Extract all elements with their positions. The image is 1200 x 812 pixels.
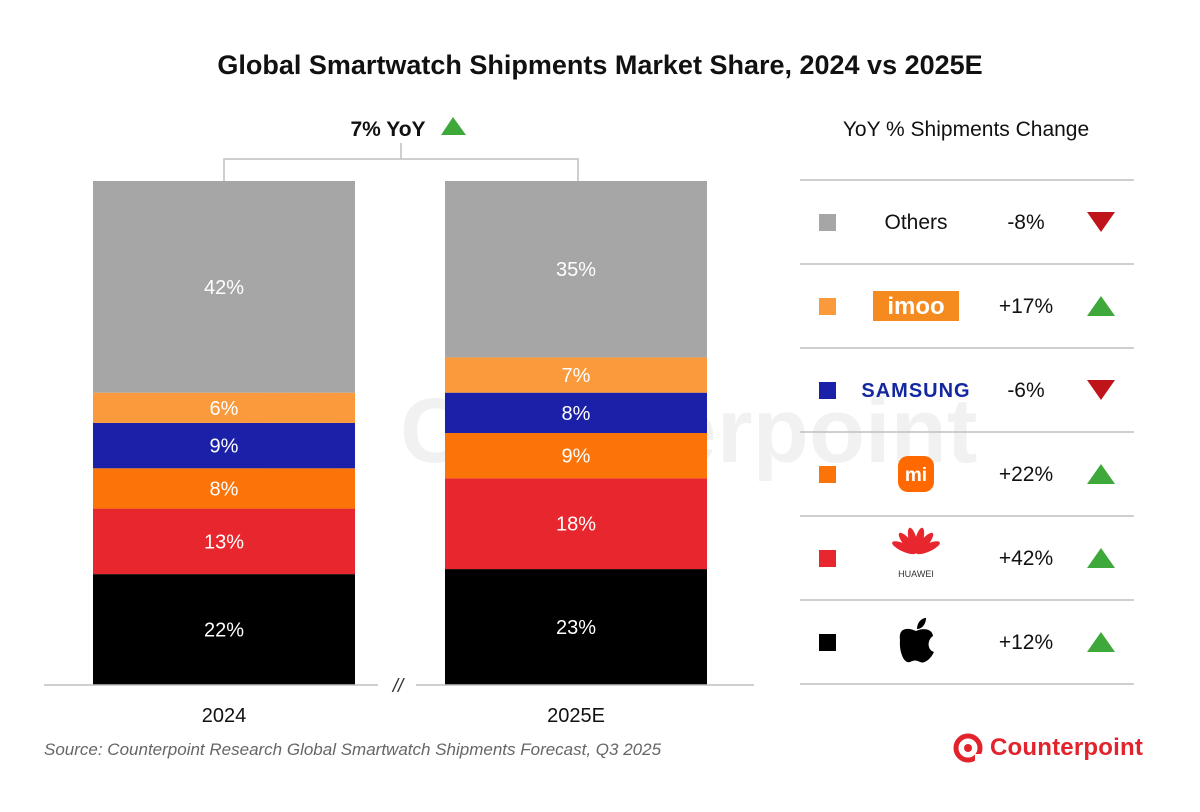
apple-body bbox=[899, 628, 934, 663]
bar-segment bbox=[445, 181, 707, 358]
segment-value-label: 22% bbox=[204, 620, 244, 642]
x-tick-label: 2025E bbox=[547, 705, 605, 727]
down-arrow-icon bbox=[1087, 380, 1115, 400]
total-yoy-up-arrow-icon bbox=[441, 117, 466, 135]
samsung-logo: SAMSUNG bbox=[861, 380, 970, 402]
legend-change-value: -8% bbox=[1007, 211, 1044, 234]
legend-change-value: +12% bbox=[999, 631, 1053, 654]
stacked-bars bbox=[93, 181, 707, 685]
legend-change-value: +42% bbox=[999, 547, 1053, 570]
segment-value-label: 23% bbox=[556, 617, 596, 639]
legend-swatch bbox=[819, 214, 836, 231]
counterpoint-logo-icon bbox=[953, 733, 983, 763]
segment-value-label: 35% bbox=[556, 259, 596, 281]
bar-segment bbox=[93, 508, 355, 575]
legend-title: YoY % Shipments Change bbox=[843, 118, 1089, 141]
segment-value-label: 9% bbox=[562, 446, 591, 468]
segment-value-label: 7% bbox=[562, 365, 591, 387]
bar-segment bbox=[93, 574, 355, 685]
samsung-logo-text: SAMSUNG bbox=[861, 380, 970, 402]
down-arrow-icon bbox=[1087, 212, 1115, 232]
xiaomi-logo-bg bbox=[898, 456, 934, 492]
x-tick-labels: 2024 2025E bbox=[202, 705, 605, 727]
legend-swatch bbox=[819, 634, 836, 651]
huawei-logo: HUAWEI bbox=[892, 527, 940, 579]
imoo-logo: imoo bbox=[873, 291, 959, 321]
bar-segment bbox=[445, 569, 707, 685]
legend: Others -8% imoo +17% SAMSUNG -6% mi +22% HUAWEI +… bbox=[800, 179, 1134, 685]
legend-swatch bbox=[819, 298, 836, 315]
huawei-logo-text: HUAWEI bbox=[898, 569, 934, 579]
total-yoy-label: 7% YoY bbox=[350, 118, 425, 141]
xiaomi-logo: mi bbox=[898, 456, 934, 492]
bar-segment bbox=[445, 392, 707, 433]
segment-value-label: 42% bbox=[204, 277, 244, 299]
bar-segment bbox=[93, 181, 355, 393]
bar-segment bbox=[93, 468, 355, 509]
legend-change-value: +17% bbox=[999, 295, 1053, 318]
up-arrow-icon bbox=[1087, 548, 1115, 568]
bar-segment bbox=[445, 478, 707, 570]
bar-segment bbox=[93, 392, 355, 423]
segment-value-label: 6% bbox=[210, 398, 239, 420]
legend-swatch bbox=[819, 382, 836, 399]
legend-swatch bbox=[819, 466, 836, 483]
legend-change-value: -6% bbox=[1007, 379, 1044, 402]
segment-value-label: 13% bbox=[204, 531, 244, 553]
segment-value-label: 8% bbox=[210, 478, 239, 500]
chart-title: Global Smartwatch Shipments Market Share… bbox=[217, 50, 983, 80]
bar-segment bbox=[445, 357, 707, 393]
up-arrow-icon bbox=[1087, 632, 1115, 652]
apple-logo bbox=[899, 618, 934, 663]
axis-break-mark: // bbox=[391, 676, 405, 697]
segment-value-label: 18% bbox=[556, 514, 596, 536]
imoo-logo-text: imoo bbox=[887, 293, 944, 320]
imoo-logo-bg bbox=[873, 291, 959, 321]
bar-segment bbox=[93, 422, 355, 469]
segment-value-label: 9% bbox=[210, 436, 239, 458]
huawei-petals bbox=[892, 527, 940, 555]
up-arrow-icon bbox=[1087, 464, 1115, 484]
apple-leaf bbox=[917, 618, 926, 629]
counterpoint-brand: Counterpoint bbox=[952, 730, 1143, 766]
source-note: Source: Counterpoint Research Global Sma… bbox=[44, 740, 662, 759]
legend-brand-label: Others bbox=[884, 211, 947, 234]
yoy-bracket bbox=[223, 143, 579, 181]
legend-change-value: +22% bbox=[999, 463, 1053, 486]
legend-brand-text: Others bbox=[884, 211, 947, 234]
x-tick-label: 2024 bbox=[202, 705, 247, 727]
bar-segment bbox=[445, 433, 707, 479]
segment-value-label: 8% bbox=[562, 403, 591, 425]
legend-swatch bbox=[819, 550, 836, 567]
segment-labels: 22% 13% 8% 9% 6% 42% 23% 18% 9% 8% 7% 35% bbox=[204, 259, 596, 641]
counterpoint-brand-name: Counterpoint bbox=[990, 734, 1144, 761]
up-arrow-icon bbox=[1087, 296, 1115, 316]
xiaomi-logo-text: mi bbox=[905, 465, 927, 486]
